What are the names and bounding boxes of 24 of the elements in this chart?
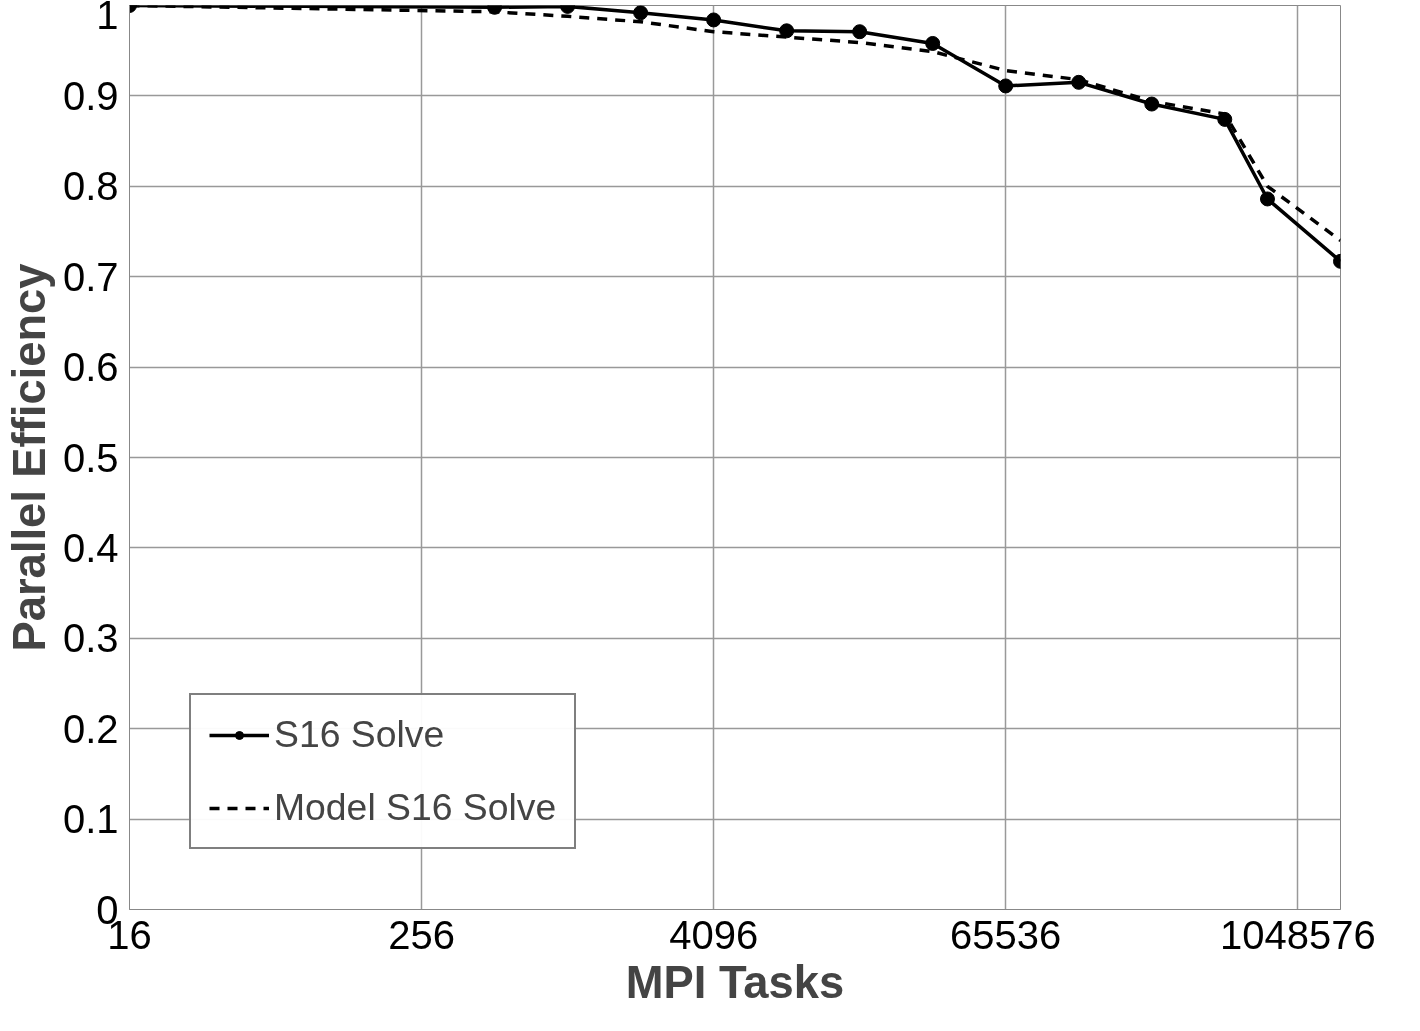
point (779, 23, 795, 39)
point (706, 12, 722, 28)
y-tick-label: 0.2 (62, 706, 119, 751)
x-tick-label: 1048576 (1219, 912, 1376, 957)
x-axis-title: MPI Tasks (625, 956, 845, 1008)
y-tick-label: 0.9 (62, 73, 119, 118)
y-tick-label: 0.6 (62, 345, 119, 390)
point (998, 78, 1014, 94)
point (852, 24, 868, 40)
x-tick-label: 4096 (669, 912, 759, 957)
y-axis-title: Parallel Efficiency (3, 263, 55, 652)
y-tick-label: 0.3 (62, 616, 119, 661)
legend-label: S16 Solve (274, 713, 445, 756)
point (925, 35, 941, 51)
legend-label: Model S16 Solve (274, 786, 557, 829)
x-tick-label: 256 (388, 912, 455, 957)
y-tick-label: 1 (96, 0, 119, 37)
y-tick-label: 0.7 (62, 254, 119, 299)
y-tick-label: 0.8 (62, 164, 119, 209)
x-tick-label: 65536 (950, 912, 1062, 957)
y-tick-label: 0.4 (62, 525, 119, 570)
y-tick-label: 0.1 (62, 797, 119, 842)
point (633, 5, 649, 21)
y-tick-label: 0.5 (62, 435, 119, 480)
